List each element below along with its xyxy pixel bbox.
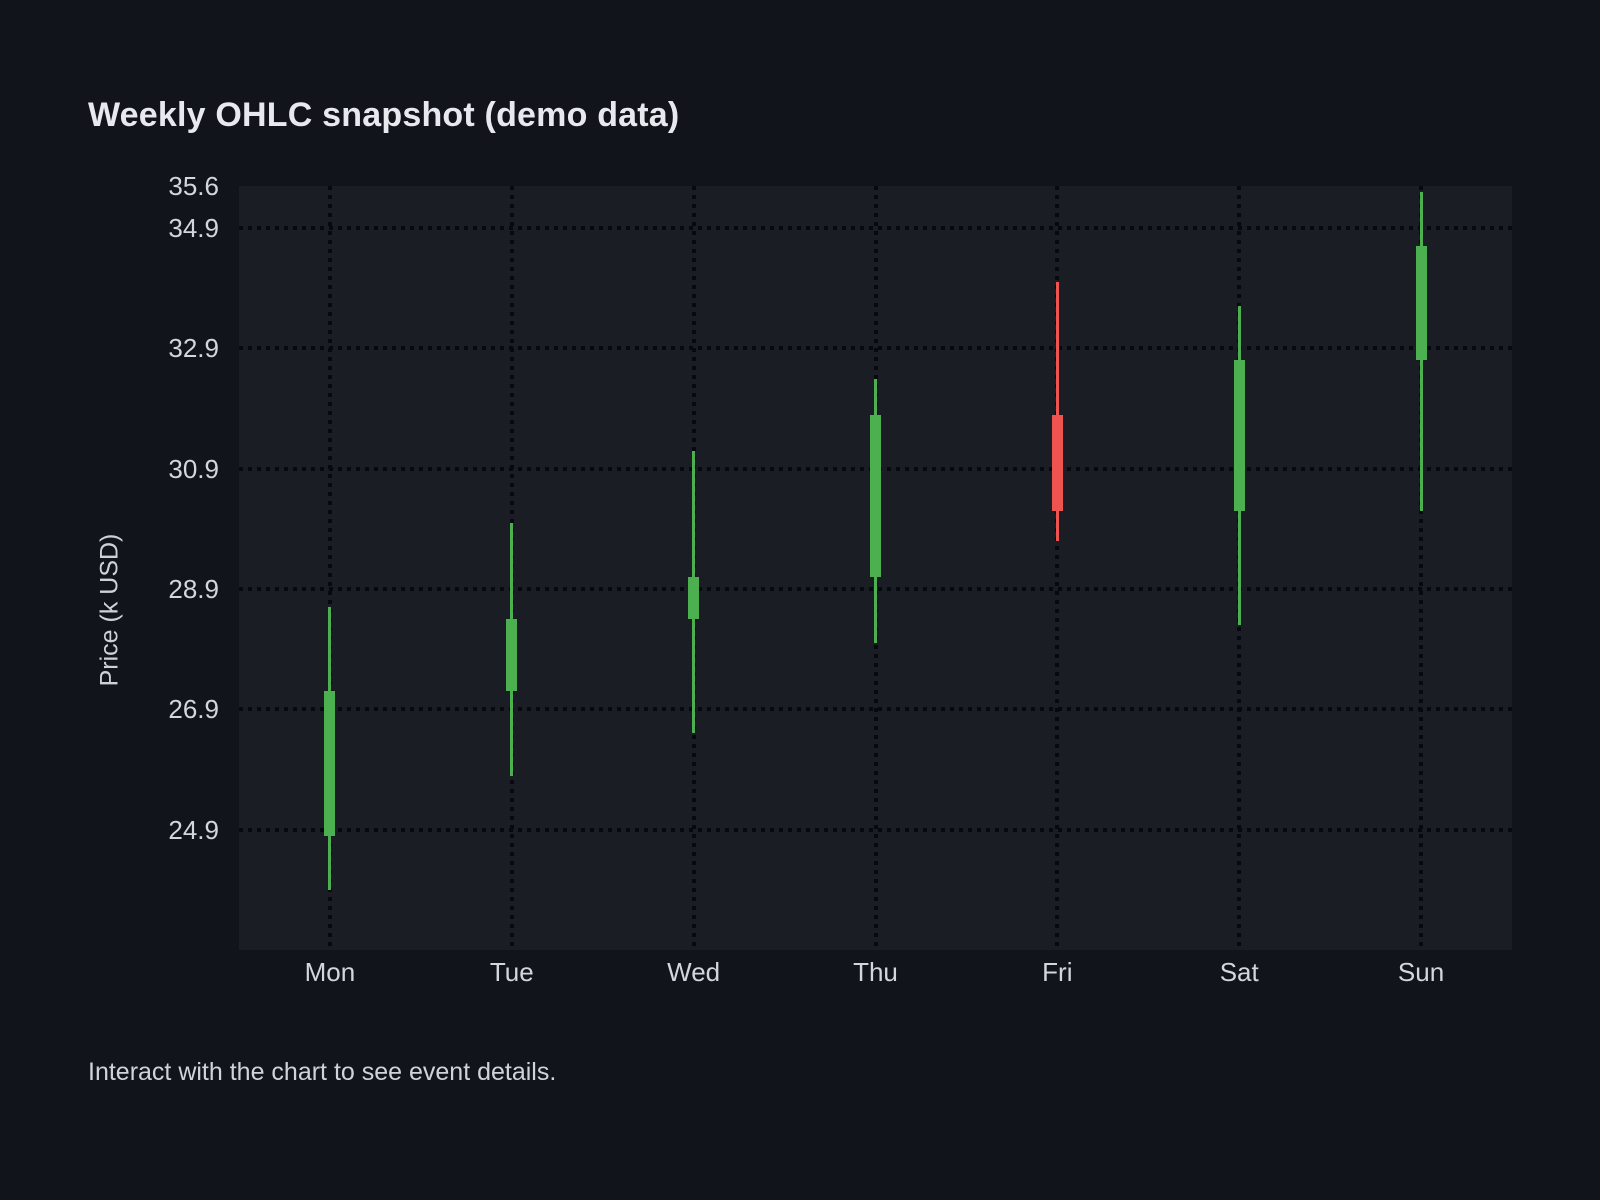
candle-body-thu — [870, 414, 881, 578]
candle-body-sun — [1415, 246, 1427, 361]
candle-body-wed — [688, 577, 700, 620]
y-tick-label-30.9: 30.9 — [168, 453, 219, 484]
x-tick-label-sat: Sat — [1219, 957, 1259, 987]
y-tick-label-28.9: 28.9 — [168, 574, 219, 605]
candle-body-mon — [324, 691, 336, 836]
chart-caption: Interact with the chart to see event det… — [88, 1058, 557, 1086]
candle-body-tue — [506, 619, 518, 692]
x-tick-label-fri: Fri — [1042, 957, 1073, 987]
x-gridline-mon — [327, 186, 332, 950]
y-tick-label-32.9: 32.9 — [168, 333, 219, 364]
y-tick-label-26.9: 26.9 — [168, 694, 219, 725]
candle-body-sat — [1233, 360, 1245, 511]
x-tick-label-sun: Sun — [1397, 957, 1445, 987]
y-tick-label-35.6: 35.6 — [168, 171, 219, 201]
candle-body-fri — [1051, 414, 1063, 511]
y-tick-label-34.9: 34.9 — [168, 213, 219, 244]
x-tick-label-thu: Thu — [853, 957, 898, 987]
chart-title: Weekly OHLC snapshot (demo data) — [88, 96, 680, 134]
x-tick-label-tue: Tue — [489, 957, 534, 987]
y-tick-label-24.9: 24.9 — [168, 814, 219, 845]
y-axis-title: Price (k USD) — [95, 533, 124, 687]
candle-wick-fri — [1055, 282, 1059, 541]
x-gridline-fri — [1055, 186, 1060, 950]
x-tick-label-mon: Mon — [304, 957, 356, 987]
x-gridline-sun — [1419, 186, 1424, 950]
x-tick-label-wed: Wed — [667, 957, 721, 987]
